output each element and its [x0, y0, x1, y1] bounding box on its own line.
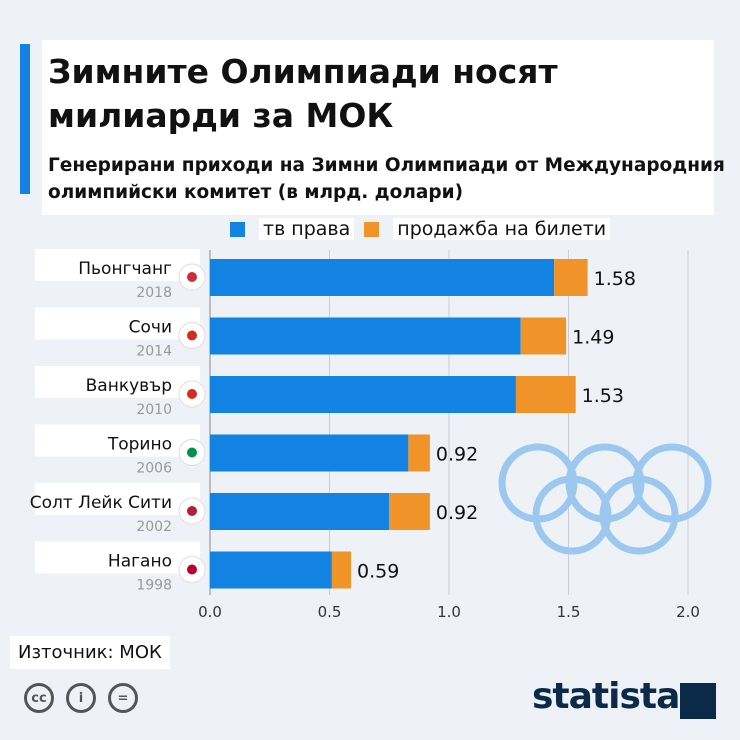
legend-swatch-tickets: [364, 221, 380, 237]
bar-tv: [210, 434, 409, 472]
category-label: Ванкувър: [86, 376, 172, 396]
x-tick-label: 0.0: [198, 603, 222, 621]
category-label-bg: [35, 483, 200, 515]
total-value-label: 0.92: [436, 444, 478, 466]
flag-mark: [187, 389, 197, 399]
year-label: 2018: [136, 285, 172, 301]
category-label: Солт Лейк Сити: [30, 493, 172, 513]
total-value-label: 1.53: [582, 385, 624, 407]
bar-tickets: [554, 259, 588, 296]
statista-logo[interactable]: statista: [532, 676, 680, 717]
bar-tickets: [389, 493, 430, 530]
category-label-bg: [35, 541, 200, 574]
total-value-label: 0.92: [436, 502, 478, 524]
year-label: 2010: [136, 402, 172, 418]
total-value-label: 1.49: [572, 327, 614, 349]
year-label: 2014: [136, 344, 172, 360]
flag-mark: [187, 506, 197, 516]
category-label-bg: [35, 366, 200, 398]
chart-title: Зимните Олимпиади носят милиарди за МОК: [48, 52, 558, 135]
year-label: 2002: [136, 519, 172, 535]
year-label: 2006: [136, 461, 172, 477]
x-tick-label: 1.5: [557, 603, 581, 621]
flag-mark: [187, 330, 197, 341]
source-label: Източник: МОК: [10, 636, 170, 669]
total-value-label: 1.58: [594, 268, 636, 290]
category-label-bg: [35, 307, 200, 340]
legend-swatch-tv: [230, 221, 245, 237]
legend-label-tv: тв права: [259, 218, 355, 240]
flag-mark: [187, 564, 197, 575]
bar-tv: [210, 551, 332, 589]
bar-tickets: [515, 376, 576, 413]
bar-tickets: [520, 317, 567, 355]
bar-tv: [210, 493, 390, 530]
category-label: Нагано: [108, 552, 172, 572]
x-tick-label: 2.0: [676, 603, 700, 621]
no-derivatives-icon[interactable]: =: [108, 683, 138, 713]
category-label: Торино: [107, 435, 172, 455]
attribution-icon[interactable]: i: [66, 683, 96, 713]
bar-tv: [210, 259, 555, 296]
legend-label-tickets: продажба на билети: [393, 218, 611, 240]
category-label-bg: [35, 249, 200, 281]
category-label: Сочи: [129, 318, 172, 338]
legend: тв права продажба на билети: [230, 218, 620, 240]
total-value-label: 0.59: [357, 561, 399, 583]
x-tick-label: 1.0: [437, 603, 461, 621]
bar-tv: [210, 376, 516, 413]
x-tick-label: 0.5: [318, 603, 342, 621]
category-label-bg: [35, 424, 200, 457]
title-box: [42, 40, 714, 215]
bar-tv: [210, 317, 521, 355]
chart-subtitle: Генерирани приходи на Зимни Олимпиади от…: [48, 155, 725, 203]
bar-tickets: [331, 551, 352, 589]
accent-bar: [20, 44, 30, 194]
bar-tickets: [408, 434, 430, 472]
year-label: 1998: [136, 578, 172, 594]
statista-logo-mark-icon: [680, 683, 716, 719]
cc-icon[interactable]: cc: [24, 683, 54, 713]
flag-mark: [187, 272, 197, 282]
flag-mark: [187, 447, 197, 458]
category-label: Пьонгчанг: [78, 259, 172, 279]
